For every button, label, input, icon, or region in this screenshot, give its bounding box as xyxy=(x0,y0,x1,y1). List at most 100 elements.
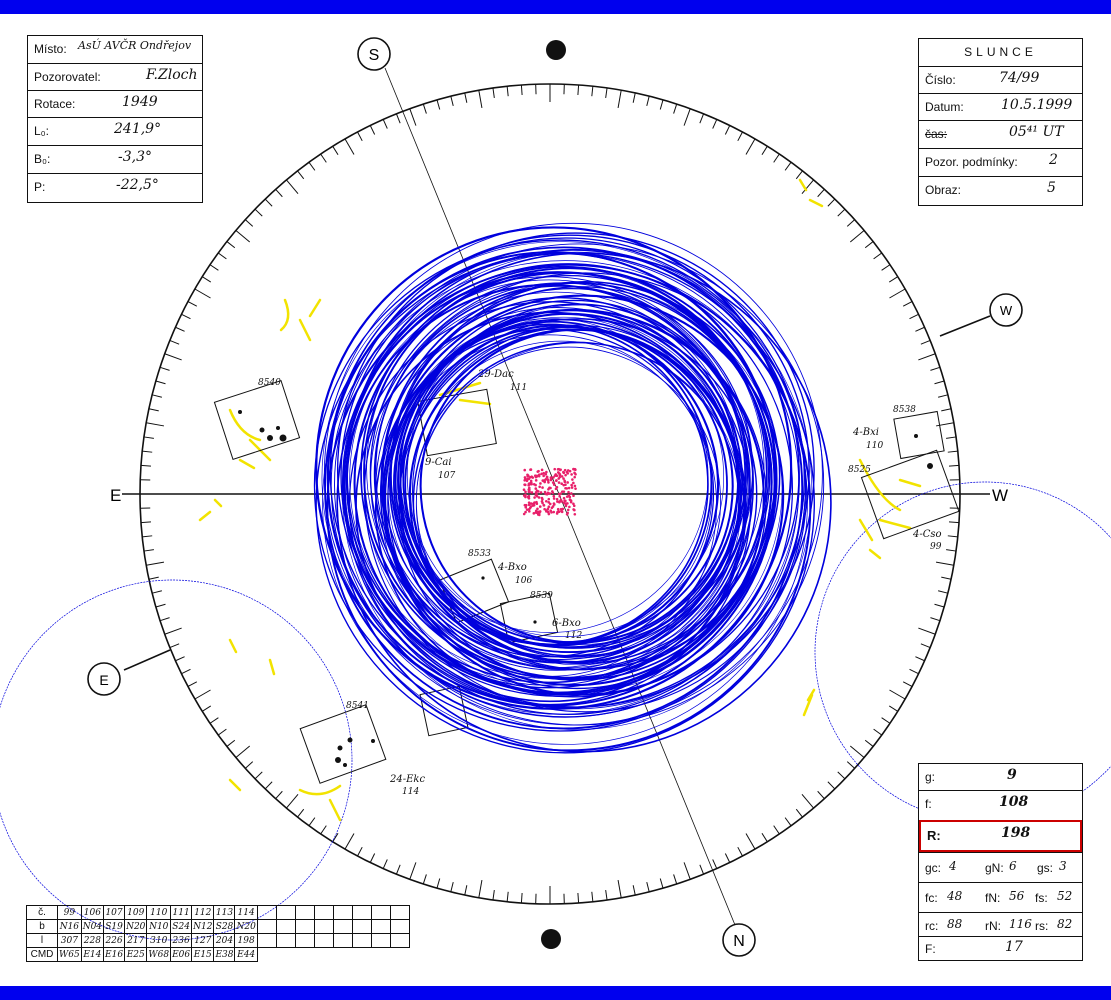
degree-tick xyxy=(450,881,454,892)
fc-label: fc: xyxy=(925,891,938,905)
degree-tick xyxy=(918,627,936,635)
table-cell xyxy=(275,905,296,920)
table-cell xyxy=(294,933,315,948)
degree-tick xyxy=(332,832,339,842)
p-value: -22,5° xyxy=(116,177,159,193)
degree-tick xyxy=(422,103,427,114)
north-label: N xyxy=(733,933,745,950)
degree-tick xyxy=(194,288,211,299)
degree-tick xyxy=(920,339,931,345)
degree-tick xyxy=(846,761,856,769)
degree-tick xyxy=(941,408,952,412)
F-value: 17 xyxy=(1005,939,1023,955)
degree-tick xyxy=(699,113,705,124)
degree-tick xyxy=(244,761,254,769)
degree-tick xyxy=(146,422,165,427)
degree-tick xyxy=(297,808,305,818)
degree-tick xyxy=(344,138,355,155)
degree-tick xyxy=(849,745,865,758)
degree-tick xyxy=(761,832,768,842)
degree-tick xyxy=(801,179,814,195)
l0-label: L₀: xyxy=(34,124,49,138)
degree-tick xyxy=(864,739,874,747)
degree-tick xyxy=(275,790,283,800)
degree-tick xyxy=(577,84,580,96)
row-label: b xyxy=(26,919,58,934)
f-value: 108 xyxy=(999,794,1029,810)
rs-label: rs: xyxy=(1035,919,1049,933)
pozorovatel-value: F.Zloch xyxy=(146,67,198,83)
degree-tick xyxy=(478,90,483,109)
table-cell xyxy=(351,919,372,934)
degree-tick xyxy=(152,590,163,594)
degree-tick xyxy=(143,436,154,439)
ecliptic-west-tick xyxy=(939,315,991,337)
table-cell: E14 xyxy=(80,947,105,962)
f-label: f: xyxy=(925,797,932,811)
table-cell xyxy=(332,933,353,948)
degree-tick xyxy=(226,739,236,747)
degree-tick xyxy=(947,535,958,538)
degree-tick xyxy=(827,198,836,207)
degree-tick xyxy=(683,108,691,126)
degree-tick xyxy=(801,793,814,809)
degree-tick xyxy=(646,881,650,892)
row-label: č. xyxy=(26,905,58,920)
misto-value: AsÚ AVČR Ondřejov xyxy=(78,39,192,52)
rn-label: rN: xyxy=(985,919,1001,933)
r-highlight-row: R: 198 xyxy=(919,820,1082,852)
degree-tick xyxy=(344,833,355,850)
degree-tick xyxy=(297,170,305,180)
table-cell: 127 xyxy=(191,933,215,948)
group-class-4bxi: 4-Bxi xyxy=(852,427,879,438)
misto-label: Místo: xyxy=(34,42,67,56)
degree-tick xyxy=(817,188,825,198)
table-cell: N20 xyxy=(234,919,258,934)
degree-tick xyxy=(745,833,756,850)
table-cell xyxy=(389,933,410,948)
degree-tick xyxy=(506,891,509,902)
table-cell xyxy=(389,919,410,934)
degree-tick xyxy=(683,862,691,880)
degree-tick xyxy=(773,825,780,835)
group-number-8525: 8525 xyxy=(848,465,871,475)
datum-value: 10.5.1999 xyxy=(1001,97,1073,113)
table-cell: W65 xyxy=(57,947,82,962)
group-cmd-110: 110 xyxy=(866,441,883,451)
table-cell xyxy=(351,933,372,948)
degree-tick xyxy=(934,380,945,385)
degree-tick xyxy=(286,179,299,195)
degree-tick xyxy=(617,879,622,898)
g-value: 9 xyxy=(1007,767,1017,783)
group-class-6bxo: 6-Bxo xyxy=(552,618,581,629)
group-cmd-107: 107 xyxy=(438,471,455,481)
group-class-9cai: 9-Cai xyxy=(425,457,452,468)
degree-tick xyxy=(646,96,650,107)
degree-tick xyxy=(218,728,227,736)
north-marker-circle xyxy=(722,923,756,957)
degree-tick xyxy=(673,103,678,114)
degree-tick xyxy=(450,96,454,107)
degree-tick xyxy=(930,617,941,622)
group-cmd-112: 112 xyxy=(565,631,582,641)
cas-label: čas: xyxy=(925,127,948,141)
fn-value: 56 xyxy=(1009,889,1025,903)
table-cell xyxy=(313,933,334,948)
table-cell: 113 xyxy=(213,905,236,920)
degree-tick xyxy=(915,656,925,662)
table-cell: N04 xyxy=(80,919,105,934)
degree-tick xyxy=(724,125,731,135)
p-label: P: xyxy=(34,180,46,194)
degree-tick xyxy=(332,146,339,156)
degree-tick xyxy=(140,464,152,467)
blue-trail-ring xyxy=(313,222,832,754)
rc-label: rc: xyxy=(925,919,939,933)
rn-value: 116 xyxy=(1009,917,1032,931)
cas-value: 05⁴¹ UT xyxy=(1009,124,1064,140)
degree-tick xyxy=(909,313,919,320)
degree-tick xyxy=(159,366,170,371)
degree-tick xyxy=(902,681,913,687)
degree-tick xyxy=(941,576,952,580)
table-row: CMD W65 E14 E16 E25 W68 E06 E15 E38 E44 xyxy=(26,947,410,962)
table-cell: 228 xyxy=(80,933,105,948)
